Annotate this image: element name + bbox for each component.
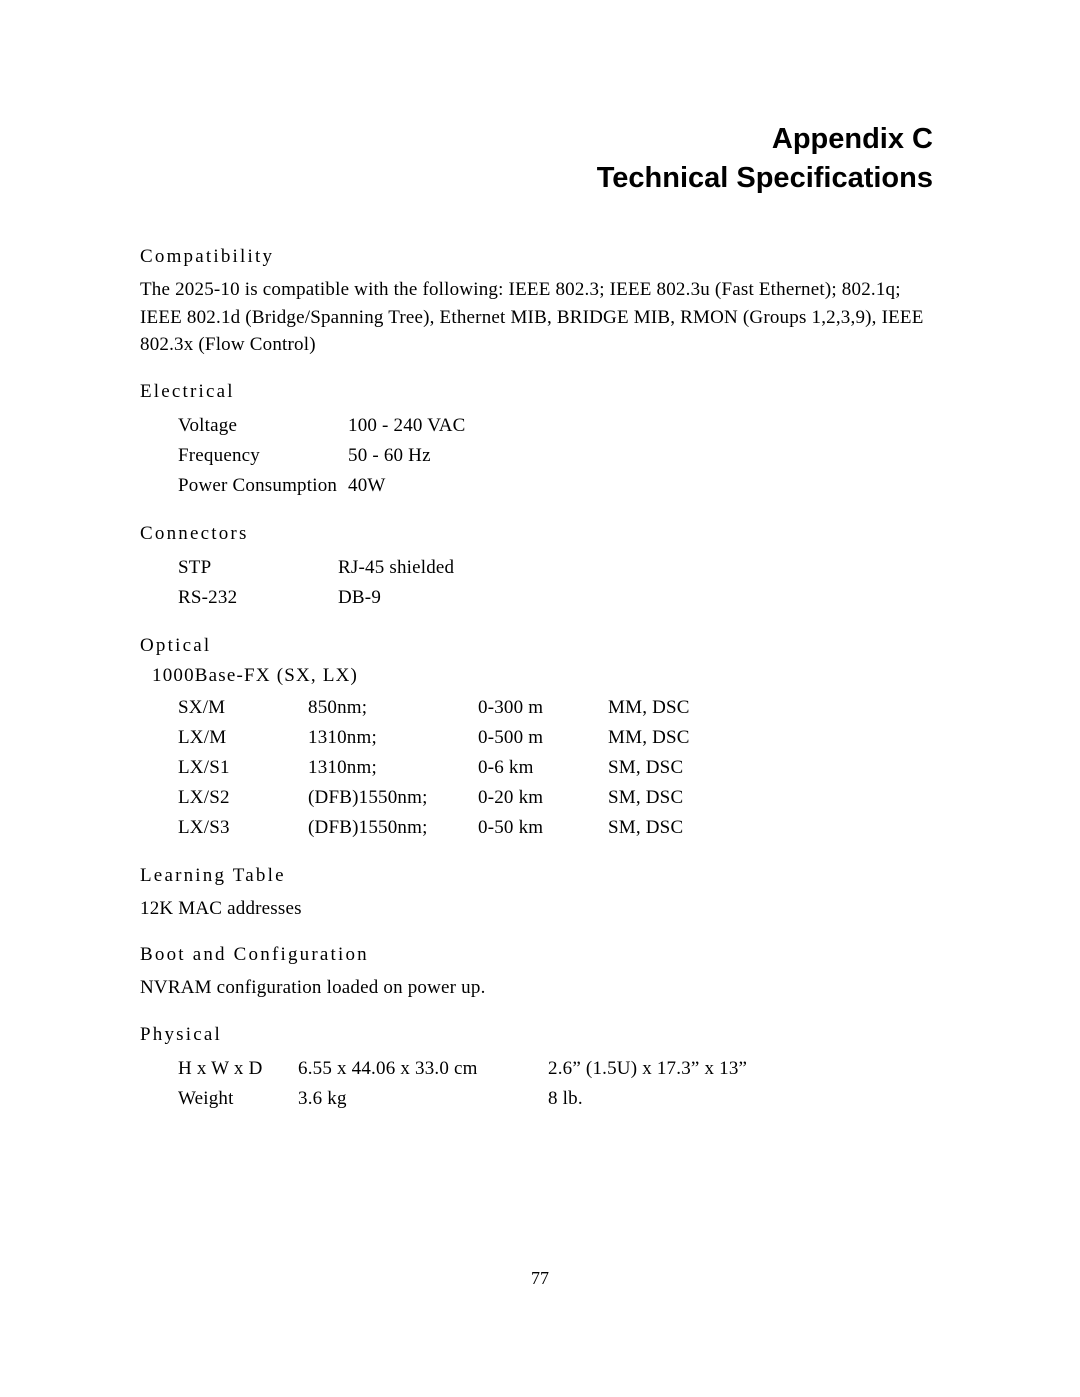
cell: (DFB)1550nm; [308, 813, 478, 843]
table-physical: H x W x D 6.55 x 44.06 x 33.0 cm 2.6” (1… [178, 1054, 798, 1114]
table-row: H x W x D 6.55 x 44.06 x 33.0 cm 2.6” (1… [178, 1054, 798, 1084]
cell: MM, DSC [608, 693, 758, 723]
cell: 0-300 m [478, 693, 608, 723]
heading-electrical: Electrical [140, 381, 945, 403]
table-row: SX/M 850nm; 0-300 m MM, DSC [178, 693, 758, 723]
cell-label: Voltage [178, 411, 348, 441]
page-content: Appendix C Technical Specifications Comp… [0, 0, 1080, 1114]
title-line-2: Technical Specifications [140, 159, 933, 198]
heading-compatibility: Compatibility [140, 246, 945, 268]
cell: SM, DSC [608, 753, 758, 783]
cell: LX/M [178, 723, 308, 753]
cell-value: 40W [348, 471, 548, 501]
cell: 2.6” (1.5U) x 17.3” x 13” [548, 1054, 798, 1084]
page-number: 77 [0, 1268, 1080, 1289]
table-row: LX/S3 (DFB)1550nm; 0-50 km SM, DSC [178, 813, 758, 843]
heading-boot-config: Boot and Configuration [140, 944, 945, 966]
heading-connectors: Connectors [140, 523, 945, 545]
cell: 1310nm; [308, 723, 478, 753]
cell: 0-20 km [478, 783, 608, 813]
cell-value: 50 - 60 Hz [348, 441, 548, 471]
cell: 3.6 kg [298, 1084, 548, 1114]
heading-physical: Physical [140, 1024, 945, 1046]
table-electrical: Voltage 100 - 240 VAC Frequency 50 - 60 … [178, 411, 548, 501]
cell-label: Frequency [178, 441, 348, 471]
table-row: LX/S2 (DFB)1550nm; 0-20 km SM, DSC [178, 783, 758, 813]
table-row: Weight 3.6 kg 8 lb. [178, 1084, 798, 1114]
cell: SM, DSC [608, 813, 758, 843]
subheading-optical: 1000Base-FX (SX, LX) [152, 665, 945, 687]
cell-value: DB-9 [338, 583, 538, 613]
cell: 0-500 m [478, 723, 608, 753]
title-line-1: Appendix C [140, 120, 933, 159]
heading-optical: Optical [140, 635, 945, 657]
table-row: RS-232 DB-9 [178, 583, 538, 613]
cell-value: 100 - 240 VAC [348, 411, 548, 441]
heading-learning-table: Learning Table [140, 865, 945, 887]
cell: LX/S1 [178, 753, 308, 783]
cell-label: STP [178, 553, 338, 583]
table-row: Power Consumption 40W [178, 471, 548, 501]
table-connectors: STP RJ-45 shielded RS-232 DB-9 [178, 553, 538, 613]
table-optical: SX/M 850nm; 0-300 m MM, DSC LX/M 1310nm;… [178, 693, 758, 843]
cell: LX/S3 [178, 813, 308, 843]
table-row: Voltage 100 - 240 VAC [178, 411, 548, 441]
table-row: LX/S1 1310nm; 0-6 km SM, DSC [178, 753, 758, 783]
cell: 1310nm; [308, 753, 478, 783]
table-row: LX/M 1310nm; 0-500 m MM, DSC [178, 723, 758, 753]
cell: 0-50 km [478, 813, 608, 843]
cell: 850nm; [308, 693, 478, 723]
table-row: Frequency 50 - 60 Hz [178, 441, 548, 471]
cell-label: Power Consumption [178, 471, 348, 501]
cell: 8 lb. [548, 1084, 798, 1114]
cell: (DFB)1550nm; [308, 783, 478, 813]
body-compatibility: The 2025-10 is compatible with the follo… [140, 276, 945, 359]
cell-value: RJ-45 shielded [338, 553, 538, 583]
cell-label: RS-232 [178, 583, 338, 613]
cell: 6.55 x 44.06 x 33.0 cm [298, 1054, 548, 1084]
cell: Weight [178, 1084, 298, 1114]
body-boot-config: NVRAM configuration loaded on power up. [140, 974, 945, 1002]
body-learning-table: 12K MAC addresses [140, 895, 945, 923]
cell: 0-6 km [478, 753, 608, 783]
cell: SX/M [178, 693, 308, 723]
table-row: STP RJ-45 shielded [178, 553, 538, 583]
cell: SM, DSC [608, 783, 758, 813]
cell: MM, DSC [608, 723, 758, 753]
cell: H x W x D [178, 1054, 298, 1084]
cell: LX/S2 [178, 783, 308, 813]
title-block: Appendix C Technical Specifications [140, 120, 945, 198]
